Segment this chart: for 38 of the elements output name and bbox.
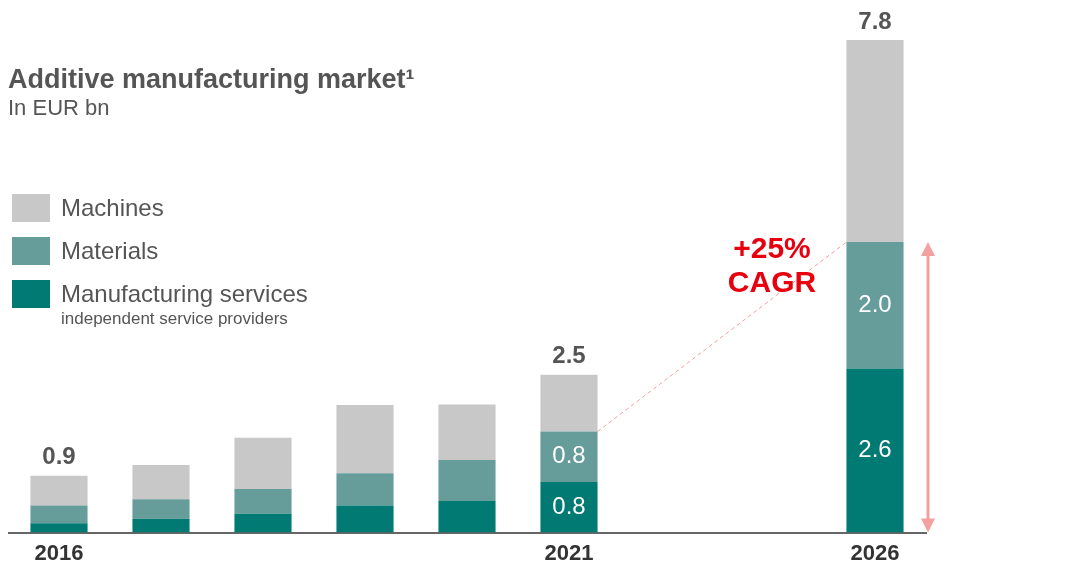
data-label: 0.8 xyxy=(552,491,586,519)
annotation: independent service providers xyxy=(61,309,289,329)
text: In EUR bn xyxy=(8,95,111,121)
total-label: 0.9 xyxy=(42,442,76,470)
bar xyxy=(132,518,190,533)
bar xyxy=(438,404,496,460)
bar xyxy=(540,482,598,533)
x-tick-label: 2026 xyxy=(850,539,900,565)
bar xyxy=(30,505,88,524)
bar xyxy=(540,431,598,483)
bar xyxy=(234,437,292,490)
bar xyxy=(846,40,904,243)
bar xyxy=(846,368,904,533)
bar xyxy=(30,523,88,533)
bar xyxy=(438,501,496,533)
legend-label: Machines xyxy=(61,193,164,222)
bar xyxy=(336,473,394,506)
bar xyxy=(132,499,190,519)
bar xyxy=(234,513,292,533)
bar xyxy=(846,242,904,369)
bar xyxy=(30,475,88,506)
data-label: 2.0 xyxy=(858,289,892,317)
text: Additive manufacturing market¹ xyxy=(8,64,415,95)
bar xyxy=(336,405,394,474)
bar xyxy=(132,465,190,500)
annotation: +25% CAGR xyxy=(727,231,817,299)
bar xyxy=(540,374,598,432)
data-label: 2.6 xyxy=(858,435,892,463)
bar xyxy=(438,459,496,502)
legend-label: Materials xyxy=(61,236,159,265)
total-label: 2.5 xyxy=(552,341,586,369)
bar xyxy=(234,489,292,514)
data-label: 0.8 xyxy=(552,441,586,469)
total-label: 7.8 xyxy=(858,6,892,34)
legend-label: Manufacturing services xyxy=(61,279,308,308)
bar xyxy=(336,505,394,533)
x-tick-label: 2016 xyxy=(34,539,84,565)
x-tick-label: 2021 xyxy=(544,539,594,565)
